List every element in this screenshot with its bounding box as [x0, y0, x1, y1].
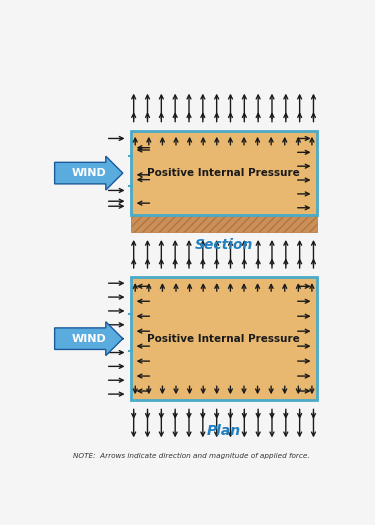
Text: Positive Internal Pressure: Positive Internal Pressure — [147, 334, 300, 344]
Bar — [130, 131, 316, 215]
Text: NOTE:  Arrows indicate direction and magnitude of applied force.: NOTE: Arrows indicate direction and magn… — [74, 453, 310, 459]
Text: Section: Section — [194, 238, 253, 251]
Text: WIND: WIND — [71, 168, 106, 178]
Text: Positive Internal Pressure: Positive Internal Pressure — [147, 168, 300, 178]
Text: Plan: Plan — [207, 424, 241, 438]
Text: WIND: WIND — [71, 334, 106, 344]
Bar — [130, 215, 316, 233]
Bar — [130, 277, 316, 400]
FancyArrow shape — [55, 156, 123, 190]
FancyArrow shape — [55, 322, 123, 355]
